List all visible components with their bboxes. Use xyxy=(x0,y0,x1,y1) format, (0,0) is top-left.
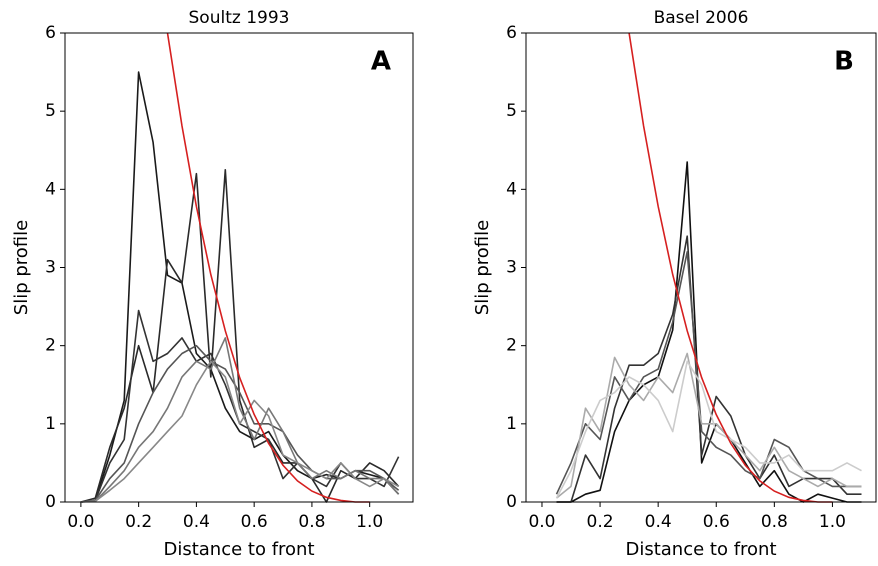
y-tick-label: 6 xyxy=(45,23,56,43)
y-tick-label: 2 xyxy=(506,336,517,356)
x-tick-label: 0.2 xyxy=(125,512,152,532)
x-tick-label: 1.0 xyxy=(356,512,383,532)
profile-line xyxy=(80,169,400,503)
panel-title: Soultz 1993 xyxy=(189,8,290,28)
x-axis-label: Distance to front xyxy=(163,539,314,560)
x-tick-label: 1.0 xyxy=(819,512,846,532)
y-tick-label: 6 xyxy=(506,23,517,43)
profile-line xyxy=(80,337,400,503)
y-tick-label: 5 xyxy=(506,101,517,121)
panel-title: Basel 2006 xyxy=(654,8,749,28)
y-tick-label: 4 xyxy=(45,179,56,199)
x-tick-label: 0.4 xyxy=(645,512,672,532)
profile-line xyxy=(556,235,862,503)
profile-line xyxy=(555,352,862,499)
fit-curve xyxy=(628,32,833,503)
profile-line xyxy=(556,161,862,503)
y-tick-label: 5 xyxy=(45,101,56,121)
x-tick-label: 0.8 xyxy=(298,512,325,532)
profile-line xyxy=(80,71,400,503)
profile-line xyxy=(80,360,399,503)
x-axis-label: Distance to front xyxy=(625,539,776,560)
profile-line xyxy=(555,251,862,495)
x-tick-label: 0.0 xyxy=(67,512,94,532)
y-tick-label: 3 xyxy=(506,258,517,278)
fit-curve xyxy=(166,32,370,503)
y-tick-label: 1 xyxy=(45,414,56,434)
y-tick-label: 4 xyxy=(506,179,517,199)
x-tick-label: 0.6 xyxy=(703,512,730,532)
y-tick-label: 0 xyxy=(45,492,56,512)
x-tick-label: 0.0 xyxy=(528,512,555,532)
plot-frame xyxy=(525,32,877,503)
y-tick-label: 3 xyxy=(45,258,56,278)
y-tick-label: 1 xyxy=(506,414,517,434)
x-tick-label: 0.4 xyxy=(183,512,210,532)
panel-label: B xyxy=(834,47,854,77)
plot-frame xyxy=(64,32,414,503)
y-axis-label: Slip profile xyxy=(472,220,493,315)
y-tick-label: 2 xyxy=(45,336,56,356)
profile-line xyxy=(555,360,862,499)
x-tick-label: 0.2 xyxy=(587,512,614,532)
y-tick-label: 0 xyxy=(506,492,517,512)
x-tick-label: 0.8 xyxy=(761,512,788,532)
y-axis-label: Slip profile xyxy=(11,220,32,315)
x-tick-label: 0.6 xyxy=(241,512,268,532)
panel-label: A xyxy=(371,47,391,77)
